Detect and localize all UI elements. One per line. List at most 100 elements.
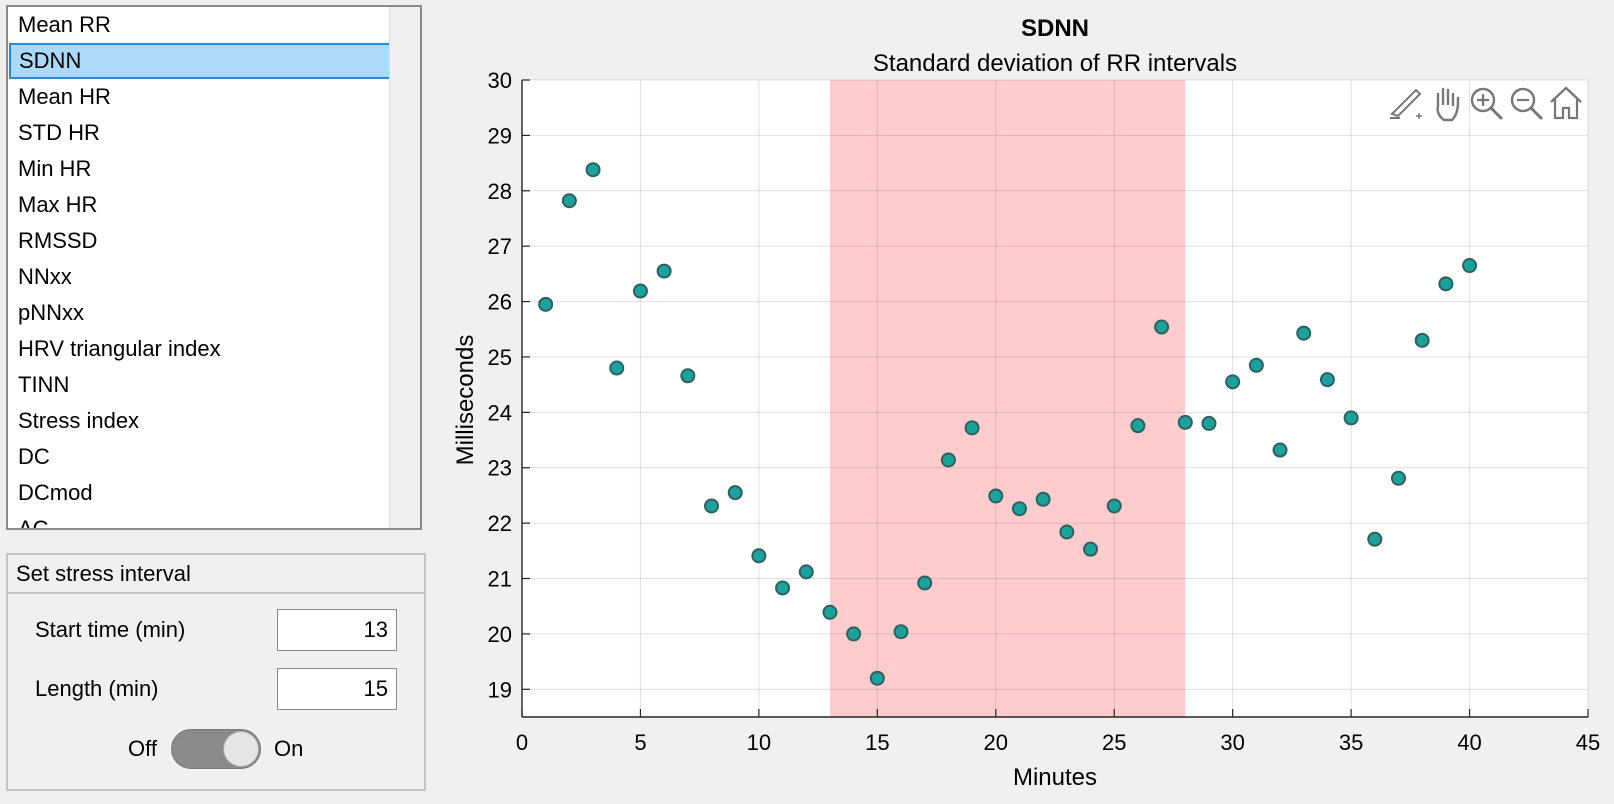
data-point <box>869 670 885 686</box>
stress-toggle-switch[interactable] <box>171 729 261 769</box>
x-tick-label: 15 <box>865 730 889 755</box>
axes-toolbar <box>1386 80 1590 126</box>
y-tick-label: 19 <box>488 677 512 702</box>
brush-icon[interactable] <box>1386 80 1426 126</box>
home-icon[interactable] <box>1546 80 1586 126</box>
data-point <box>1414 332 1430 348</box>
switch-knob[interactable] <box>223 731 259 767</box>
plot-area <box>522 80 1588 717</box>
x-tick-label: 5 <box>634 730 646 755</box>
chart-subtitle: Standard deviation of RR intervals <box>873 50 1237 77</box>
grid-lines <box>521 79 1589 717</box>
metric-list-item[interactable]: Mean HR <box>18 84 111 109</box>
data-point <box>1177 414 1193 430</box>
length-input[interactable] <box>277 668 397 710</box>
metric-list-item[interactable]: pNNxx <box>18 300 85 325</box>
zoom-in-icon[interactable] <box>1466 80 1506 126</box>
data-point <box>538 296 554 312</box>
metric-list-item[interactable]: NNxx <box>18 264 72 289</box>
data-point <box>609 360 625 376</box>
y-tick-label: 20 <box>488 622 512 647</box>
data-point <box>1011 501 1027 517</box>
metric-list-item[interactable]: STD HR <box>18 120 100 145</box>
data-point <box>1130 418 1146 434</box>
stress-interval-shade <box>829 80 1186 717</box>
start-time-label: Start time (min) <box>35 617 186 642</box>
list-scrollbar[interactable] <box>389 7 420 528</box>
y-tick-label: 24 <box>488 400 512 425</box>
data-point <box>988 488 1004 504</box>
y-tick-label: 30 <box>488 68 512 93</box>
data-point <box>1106 498 1122 514</box>
switch-on-label: On <box>274 736 304 761</box>
metric-list-item[interactable]: SDNN <box>9 43 396 79</box>
metric-list-item[interactable]: Stress index <box>18 408 140 433</box>
data-point <box>964 420 980 436</box>
y-tick-label: 26 <box>488 290 512 315</box>
data-point <box>632 283 648 299</box>
axes <box>521 80 1588 718</box>
data-point <box>1438 276 1454 292</box>
metric-list-item[interactable]: Mean RR <box>18 12 111 37</box>
data-point <box>917 575 933 591</box>
metric-list-item[interactable]: TINN <box>18 372 70 397</box>
chart-title: SDNN <box>1021 15 1089 42</box>
metric-list-item[interactable]: Min HR <box>18 156 92 181</box>
data-point <box>1390 470 1406 486</box>
data-point <box>1343 410 1359 426</box>
x-tick-label: 30 <box>1220 730 1244 755</box>
metric-list-item[interactable]: HRV triangular index <box>18 336 221 361</box>
data-point <box>940 452 956 468</box>
data-point <box>680 368 696 384</box>
data-points <box>538 162 1478 686</box>
data-point <box>1201 415 1217 431</box>
length-label: Length (min) <box>35 676 159 701</box>
data-point <box>1225 374 1241 390</box>
data-point <box>1319 372 1335 388</box>
y-tick-label: 25 <box>488 345 512 370</box>
data-point <box>1035 491 1051 507</box>
data-point <box>727 485 743 501</box>
data-point <box>1296 325 1312 341</box>
metric-listbox[interactable]: Mean RR SDNN Mean HR STD HR Min HR Max HR RMSS… <box>6 5 422 530</box>
start-time-input[interactable] <box>277 609 397 651</box>
stress-interval-panel: Set stress interval Start time (min) Len… <box>6 553 426 791</box>
zoom-out-icon[interactable] <box>1506 80 1546 126</box>
data-point <box>1272 442 1288 458</box>
panel-title: Set stress interval <box>8 555 424 594</box>
x-tick-label: 35 <box>1339 730 1363 755</box>
data-point <box>1083 541 1099 557</box>
metric-list-item[interactable]: DCmod <box>18 480 93 505</box>
data-point <box>1248 357 1264 373</box>
x-tick-label: 0 <box>516 730 528 755</box>
metric-list-item[interactable]: RMSSD <box>18 228 98 253</box>
metric-list-item[interactable]: AC <box>8 511 396 528</box>
x-tick-label: 40 <box>1457 730 1481 755</box>
data-point <box>1059 524 1075 540</box>
data-point <box>822 604 838 620</box>
data-point <box>1154 319 1170 335</box>
tick-labels: 0 5 10 15 20 25 30 35 40 45 19 20 21 22 23 24 25 26 27 28 29… <box>488 68 1601 755</box>
data-point <box>704 498 720 514</box>
x-tick-label: 25 <box>1102 730 1126 755</box>
data-point <box>656 263 672 279</box>
metric-list-item[interactable]: Max HR <box>18 192 98 217</box>
data-point <box>1367 531 1383 547</box>
y-tick-label: 29 <box>488 123 512 148</box>
metric-list-items: Mean RR SDNN Mean HR STD HR Min HR Max HR RMSS… <box>8 7 396 528</box>
metric-list-item[interactable]: DC <box>18 444 50 469</box>
y-tick-label: 21 <box>488 567 512 592</box>
data-point <box>775 580 791 596</box>
x-tick-label: 20 <box>984 730 1008 755</box>
data-point <box>893 624 909 640</box>
y-tick-label: 23 <box>488 456 512 481</box>
data-point <box>751 548 767 564</box>
x-axis-label: Minutes <box>1013 764 1097 791</box>
data-point <box>1462 258 1478 274</box>
data-point <box>798 564 814 580</box>
x-tick-label: 10 <box>747 730 771 755</box>
y-tick-label: 27 <box>488 234 512 259</box>
y-axis-label: Milliseconds <box>452 335 479 466</box>
pan-icon[interactable] <box>1426 80 1466 126</box>
data-point <box>585 162 601 178</box>
